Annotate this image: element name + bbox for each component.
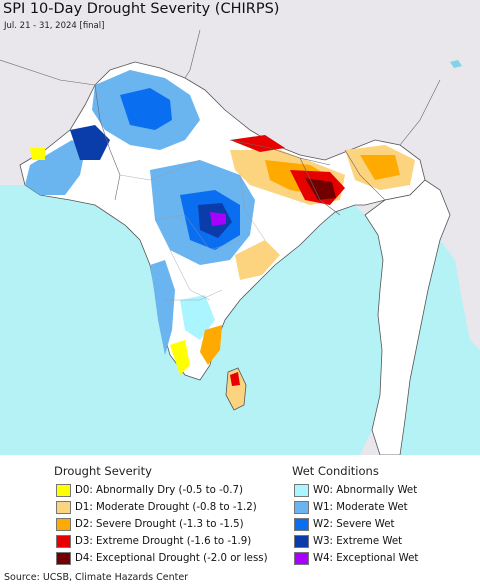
legend-item-w4: W4: Exceptional Wet: [294, 551, 418, 566]
legend-swatch-w4: [294, 552, 309, 565]
drought-zone-tamil-nadu: [200, 325, 222, 365]
legend-swatch-d0: [56, 484, 71, 497]
legend-label-d3: D3: Extreme Drought (-1.6 to -1.9): [75, 536, 252, 547]
legend-label-d1: D1: Moderate Drought (-0.8 to -1.2): [75, 502, 257, 513]
wet-conditions-heading: Wet Conditions: [292, 464, 379, 478]
legend-label-w4: W4: Exceptional Wet: [313, 553, 419, 564]
legend-item-d1: D1: Moderate Drought (-0.8 to -1.2): [56, 500, 257, 515]
legend-label-w0: W0: Abnormally Wet: [313, 485, 418, 496]
wet-zone-exceptional: [210, 212, 226, 226]
legend-swatch-w2: [294, 518, 309, 531]
wet-zone-punjab: [70, 125, 110, 160]
legend-swatch-w0: [294, 484, 309, 497]
drought-map: SPI 10-Day Drought Severity (CHIRPS) Jul…: [0, 0, 480, 455]
legend-item-d3: D3: Extreme Drought (-1.6 to -1.9): [56, 534, 251, 549]
legend-swatch-d1: [56, 501, 71, 514]
legend-label-w2: W2: Severe Wet: [313, 519, 395, 530]
drought-zone-northeast-severe: [360, 155, 400, 180]
legend-item-w2: W2: Severe Wet: [294, 517, 394, 532]
legend-label-d2: D2: Severe Drought (-1.3 to -1.5): [75, 519, 244, 530]
wet-zone-south: [180, 295, 215, 340]
southeast-asia-land: [364, 179, 451, 455]
drought-zone-bengal-exceptional: [305, 178, 336, 200]
legend-item-w1: W1: Moderate Wet: [294, 500, 408, 515]
legend-label-w3: W3: Extreme Wet: [313, 536, 403, 547]
arabian-sea-bay-of-bengal: [0, 185, 383, 455]
drought-zone-gujarat: [30, 148, 45, 160]
country-borders: [0, 29, 441, 216]
southeast-ocean: [400, 240, 480, 455]
sri-lanka-extreme: [230, 372, 240, 386]
legend-swatch-d4: [56, 552, 71, 565]
map-title: SPI 10-Day Drought Severity (CHIRPS): [3, 1, 280, 17]
legend-item-w3: W3: Extreme Wet: [294, 534, 402, 549]
drought-severity-heading: Drought Severity: [54, 464, 152, 478]
drought-zone-kerala: [170, 340, 190, 375]
drought-zone-nepal: [230, 135, 285, 152]
source-credit: Source: UCSB, Climate Hazards Center: [4, 572, 189, 583]
map-graphic: [0, 29, 480, 455]
wet-zone-pakistan: [25, 140, 85, 195]
legend-label-d4: D4: Exceptional Drought (-2.0 or less): [75, 553, 268, 564]
drought-zone-east-coast: [235, 240, 280, 280]
legend-label-d0: D0: Abnormally Dry (-0.5 to -0.7): [75, 485, 243, 496]
state-borders: [119, 159, 266, 301]
legend-item-d2: D2: Severe Drought (-1.3 to -1.5): [56, 517, 244, 532]
legend-swatch-w1: [294, 501, 309, 514]
legend-label-w1: W1: Moderate Wet: [313, 502, 408, 513]
legend-item-d0: D0: Abnormally Dry (-0.5 to -0.7): [56, 483, 243, 498]
legend: Drought Severity Wet Conditions D0: Abno…: [0, 460, 480, 568]
legend-item-w0: W0: Abnormally Wet: [294, 483, 417, 498]
legend-swatch-w3: [294, 535, 309, 548]
wet-zone-north-strong: [120, 88, 172, 130]
legend-swatch-d2: [56, 518, 71, 531]
legend-item-d4: D4: Exceptional Drought (-2.0 or less): [56, 551, 268, 566]
wet-zone-west-coast: [150, 260, 175, 355]
map-subtitle: Jul. 21 - 31, 2024 [final]: [4, 21, 105, 31]
lake-icon: [450, 60, 462, 68]
legend-swatch-d3: [56, 535, 71, 548]
